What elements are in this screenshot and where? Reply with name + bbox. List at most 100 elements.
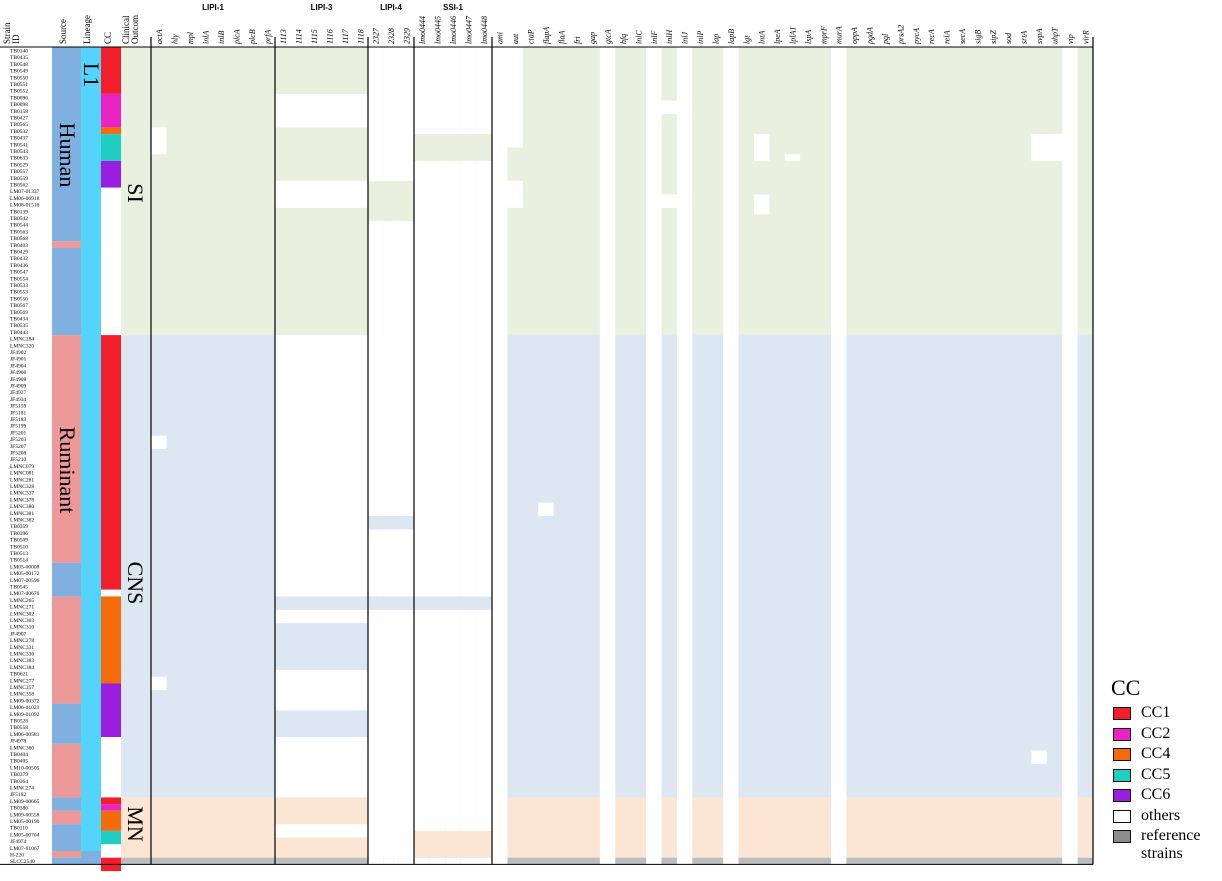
gene-label: lapB	[727, 29, 736, 44]
strain-label: JF4927	[10, 390, 26, 396]
strain-label: LMNC265	[10, 598, 34, 604]
strain-label: LM09-00665	[10, 799, 40, 805]
gene-label: 1116	[325, 29, 334, 44]
strain-label: LMNC357	[10, 685, 34, 691]
strain-label: TB0435	[10, 55, 28, 61]
strain-label: LMNC081	[10, 471, 34, 477]
absent-cell	[398, 529, 414, 597]
absent-cell	[368, 47, 384, 181]
group-label: SSI-1	[443, 3, 464, 12]
gene-label: inlP	[696, 31, 705, 44]
column-header: Source	[58, 19, 68, 44]
strain-label: JF5210	[10, 457, 26, 463]
strain-label: LMNC381	[10, 511, 34, 517]
absent-cell	[398, 335, 414, 516]
absent-cell	[352, 335, 368, 597]
strain-label: TB0437	[10, 136, 28, 142]
strain-label: TB0110	[10, 826, 28, 832]
absent-cell	[368, 529, 384, 597]
source-cell	[52, 562, 81, 597]
strain-label: TB0556	[10, 296, 28, 302]
absent-cell	[290, 670, 306, 711]
strain-label: TB0364	[10, 779, 28, 785]
strain-label: LMNC378	[10, 497, 34, 503]
absent-cell	[337, 824, 353, 838]
source-cell	[52, 797, 81, 811]
gene-label: inlC	[634, 30, 643, 44]
gene-label: fri	[573, 36, 582, 44]
absent-cell	[306, 181, 322, 208]
strain-label: TB0559	[10, 176, 28, 182]
gene-label: lmo0444	[418, 16, 427, 44]
gene-label: 2327	[372, 27, 381, 44]
gene-label: inlJ	[681, 32, 690, 44]
absent-cell	[321, 824, 337, 838]
gene-label: secA	[958, 29, 967, 44]
strain-label: TB0096	[10, 95, 28, 101]
strain-label: LMNC320	[10, 343, 34, 349]
strain-label: TB0621	[10, 672, 28, 678]
absent-cell	[414, 47, 430, 135]
strain-label: TB0139	[10, 209, 28, 215]
absent-cell	[151, 676, 167, 691]
absent-cell	[599, 47, 616, 865]
absent-cell	[398, 609, 414, 858]
strain-label: JF4901	[10, 357, 26, 363]
absent-cell	[306, 824, 322, 838]
gene-label: prsA2	[896, 25, 905, 45]
absent-cell	[275, 93, 291, 128]
absent-cell	[306, 335, 322, 597]
strain-label: TB0529	[10, 162, 28, 168]
gene-label: 1115	[310, 29, 319, 44]
strain-label: TB0396	[10, 531, 28, 537]
strain-label: LM07-01337	[10, 189, 40, 195]
legend-label: CC6	[1141, 786, 1171, 803]
gene-label: lgt	[742, 35, 751, 44]
absent-cell	[460, 160, 477, 336]
absent-cell	[321, 181, 337, 208]
strain-label: JF5159	[10, 404, 26, 410]
strain-label: TB0427	[10, 116, 28, 122]
gene-label: sigB	[973, 30, 982, 44]
absent-cell	[306, 609, 322, 624]
strain-label: LM05-00704	[10, 832, 40, 838]
strain-label: LM06-00581	[10, 732, 40, 738]
strain-label: LMNC336	[10, 652, 34, 658]
absent-cell	[661, 100, 677, 114]
absent-cell	[290, 737, 306, 798]
absent-cell	[337, 93, 353, 128]
cc-cell	[101, 589, 121, 597]
strain-label: TB0443	[10, 330, 28, 336]
absent-cell	[383, 47, 399, 181]
strain-label: TB0542	[10, 216, 28, 222]
gene-label: oppA	[850, 27, 859, 44]
absent-cell	[414, 857, 430, 865]
absent-cell	[352, 93, 368, 128]
legend-label: CC4	[1141, 745, 1171, 762]
gene-label: 1117	[341, 28, 350, 44]
absent-cell	[275, 181, 291, 208]
absent-cell	[1031, 750, 1047, 764]
column-header: Outcom	[130, 15, 140, 44]
source-cell	[52, 851, 81, 858]
absent-cell	[383, 609, 399, 858]
gene-label: murA	[835, 26, 844, 44]
legend-swatch	[1113, 830, 1131, 843]
cc-cell	[101, 160, 121, 188]
absent-cell	[429, 335, 446, 597]
legend-item: reference strains	[1113, 827, 1222, 862]
legend-swatch	[1113, 748, 1131, 761]
strain-label: TB0553	[10, 290, 28, 296]
source-cell	[52, 703, 81, 744]
gene-label: lmo0446	[449, 16, 458, 44]
legend-item: CC6	[1113, 786, 1222, 806]
absent-cell	[476, 160, 492, 336]
strain-label: TB0558	[10, 725, 28, 731]
strain-label: TB0541	[10, 142, 28, 148]
group-label: LIPI-1	[202, 3, 224, 12]
legend-label: others	[1141, 806, 1181, 824]
strain-label: LMNC079	[10, 464, 34, 470]
strain-label: TB0552	[10, 89, 28, 95]
gene-label: uhpT	[1050, 27, 1059, 44]
